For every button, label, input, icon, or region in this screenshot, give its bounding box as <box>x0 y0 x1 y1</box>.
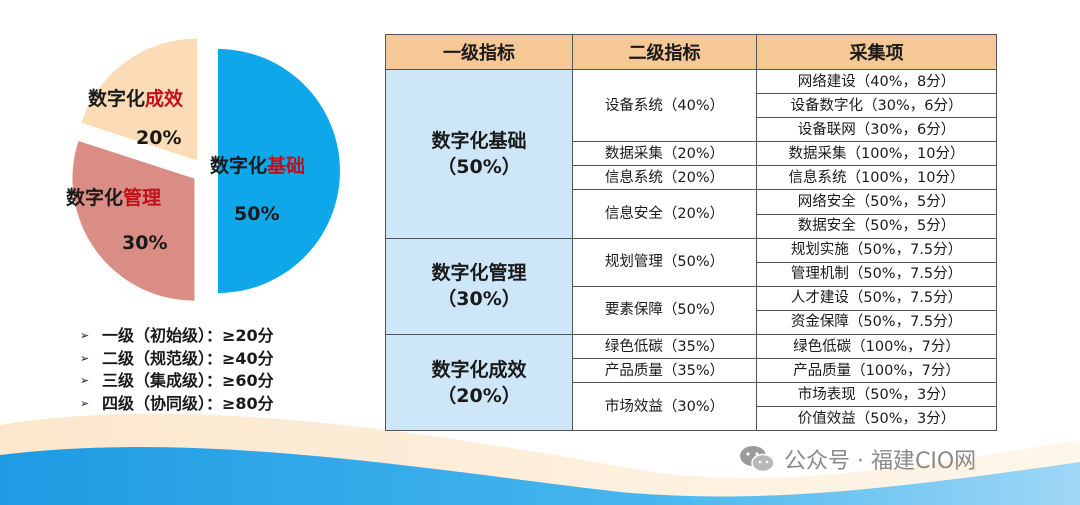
table-row: 数字化管理 （30%） 规划管理（50%） 规划实施（50%，7.5分） <box>385 237 997 336</box>
level1-cell: 数字化管理 （30%） <box>385 237 573 336</box>
item-cell: 网络建设（40%，8分） <box>756 68 997 95</box>
level2-cell: 信息安全（20%） <box>572 189 757 239</box>
level1-cell: 数字化基础 （50%） <box>385 69 573 239</box>
item-cell: 规划实施（50%，7.5分） <box>756 237 997 263</box>
pie-slice-foundation <box>218 49 340 293</box>
item-cell: 数据采集（100%，10分） <box>756 141 997 167</box>
pie-slice-effect <box>81 38 198 161</box>
item-cell: 价值效益（50%，3分） <box>756 406 997 432</box>
table-row: 产品质量（35%） 产品质量（100%，7分） <box>386 358 997 384</box>
table-header-row: 一级指标 二级指标 采集项 <box>385 34 997 70</box>
level2-cell: 信息系统（20%） <box>572 165 757 191</box>
level2-cell: 市场效益（30%） <box>572 382 757 432</box>
wechat-icon <box>740 446 775 473</box>
pie-value-effect: 20% <box>136 127 182 149</box>
level-item: ➢ 四级（协同级）：≥80分 <box>80 393 274 416</box>
level2-cell: 要素保障（50%） <box>572 285 757 336</box>
table-row: 资金保障（50%，7.5分） <box>386 309 997 336</box>
header-level2: 二级指标 <box>572 34 757 70</box>
level-text: 二级（规范级）：≥40分 <box>102 348 274 368</box>
pie-chart <box>72 38 340 301</box>
item-cell: 数据安全（50%，5分） <box>756 213 997 239</box>
pie-value-management: 30% <box>122 232 168 254</box>
item-cell: 市场表现（50%，3分） <box>756 382 997 408</box>
item-cell: 人才建设（50%，7.5分） <box>756 285 997 311</box>
arrow-bullet-icon: ➢ <box>80 396 90 410</box>
level2-cell: 产品质量（35%） <box>572 358 757 384</box>
item-cell: 绿色低碳（100%，7分） <box>756 334 997 360</box>
level2-cell: 绿色低碳（35%） <box>572 334 757 360</box>
item-cell: 资金保障（50%，7.5分） <box>756 309 997 336</box>
level-item: ➢ 二级（规范级）：≥40分 <box>80 348 274 371</box>
item-cell: 设备联网（30%，6分） <box>756 117 997 143</box>
pie-value-foundation: 50% <box>234 203 280 225</box>
item-cell: 网络安全（50%，5分） <box>756 189 997 215</box>
pie-label-foundation: 数字化基础 <box>210 155 306 177</box>
table-row: 信息安全（20%） 网络安全（50%，5分） <box>386 189 997 239</box>
arrow-bullet-icon: ➢ <box>80 374 90 387</box>
level2-cell: 设备系统（40%） <box>572 68 757 143</box>
item-cell: 管理机制（50%，7.5分） <box>756 261 997 287</box>
item-cell: 信息系统（100%，10分） <box>756 165 997 191</box>
table-row: 设备联网（30%，6分） <box>386 117 997 143</box>
level-item: ➢ 一级（初始级）：≥20分 <box>80 325 274 348</box>
watermark-text: 公众号 · 福建CIO网 <box>784 449 977 474</box>
table-row: 设备数字化（30%，6分） <box>386 93 997 119</box>
table-row: 数据采集（20%） 数据采集（100%，10分） <box>386 141 997 167</box>
arrow-bullet-icon: ➢ <box>80 329 90 342</box>
table-row: 数字化基础 （50%） 设备系统（40%） 网络建设（40%，8分） <box>385 68 997 239</box>
level-text: 四级（协同级）：≥80分 <box>102 393 274 413</box>
item-cell: 产品质量（100%，7分） <box>756 358 997 384</box>
arrow-bullet-icon: ➢ <box>80 351 90 365</box>
table-row: 数字化成效 （20%） 绿色低碳（35%） 绿色低碳（100%，7分） <box>385 334 997 432</box>
table-row: 要素保障（50%） 人才建设（50%，7.5分） <box>386 285 997 336</box>
level-text: 三级（集成级）：≥60分 <box>102 371 274 390</box>
level1-cell: 数字化成效 （20%） <box>385 334 573 432</box>
level-text: 一级（初始级）：≥20分 <box>102 326 274 345</box>
pie-label-effect: 数字化成效 <box>88 88 184 110</box>
header-level1: 一级指标 <box>385 34 573 70</box>
header-items: 采集项 <box>756 34 997 70</box>
indicator-table: 一级指标 二级指标 采集项 数字化基础 （50%） 设备系统（40%） 网络建设（… <box>385 34 997 432</box>
table-row: 数据安全（50%，5分） <box>386 213 997 239</box>
maturity-level-list: ➢ 一级（初始级）：≥20分 ➢ 二级（规范级）：≥40分 ➢ 三级（集成级）：≥60… <box>80 325 274 415</box>
level2-cell: 数据采集（20%） <box>572 141 757 167</box>
item-cell: 设备数字化（30%，6分） <box>756 93 997 119</box>
table-row: 管理机制（50%，7.5分） <box>386 261 997 287</box>
table-row: 价值效益（50%，3分） <box>386 406 997 432</box>
watermark: 公众号 · 福建CIO网 <box>738 443 976 475</box>
pie-slice-management <box>72 140 195 301</box>
table-row: 市场效益（30%） 市场表现（50%，3分） <box>386 382 997 432</box>
pie-label-management: 数字化管理 <box>66 187 162 209</box>
level2-cell: 规划管理（50%） <box>572 237 757 287</box>
level-item: ➢ 三级（集成级）：≥60分 <box>80 370 274 393</box>
